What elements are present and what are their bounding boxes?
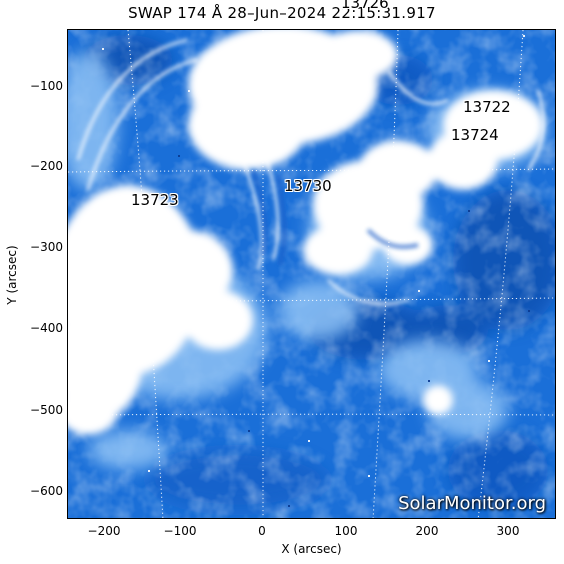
watermark-solarmonitor: SolarMonitor.org xyxy=(398,493,546,514)
region-label-13722: 13722 xyxy=(463,98,511,116)
x-tick-label: 100 xyxy=(334,524,358,538)
x-tick-label: 0 xyxy=(258,524,266,538)
y-tick-label: −600 xyxy=(30,484,63,498)
y-tick-label: −300 xyxy=(30,240,63,254)
x-tick-label: −200 xyxy=(87,524,121,538)
region-label-13726: 13726 xyxy=(341,0,389,12)
region-label-13723: 13723 xyxy=(131,191,179,209)
y-tick-label: −100 xyxy=(30,79,63,93)
region-label-13724: 13724 xyxy=(451,126,499,144)
x-axis-label: X (arcsec) xyxy=(281,542,342,556)
y-tick-label: −400 xyxy=(30,321,63,335)
x-tick-label: −100 xyxy=(163,524,197,538)
region-label-13730: 13730 xyxy=(284,177,332,195)
plot-title: SWAP 174 Å 28–Jun–2024 22:15:31.917 xyxy=(128,4,436,22)
solar-euv-image xyxy=(68,30,555,518)
x-tick-label: 200 xyxy=(415,524,439,538)
y-axis-label: Y (arcsec) xyxy=(5,245,19,305)
x-tick-label: 300 xyxy=(496,524,520,538)
y-tick-label: −200 xyxy=(30,159,63,173)
solar-image-frame xyxy=(67,29,556,519)
y-tick-label: −500 xyxy=(30,403,63,417)
